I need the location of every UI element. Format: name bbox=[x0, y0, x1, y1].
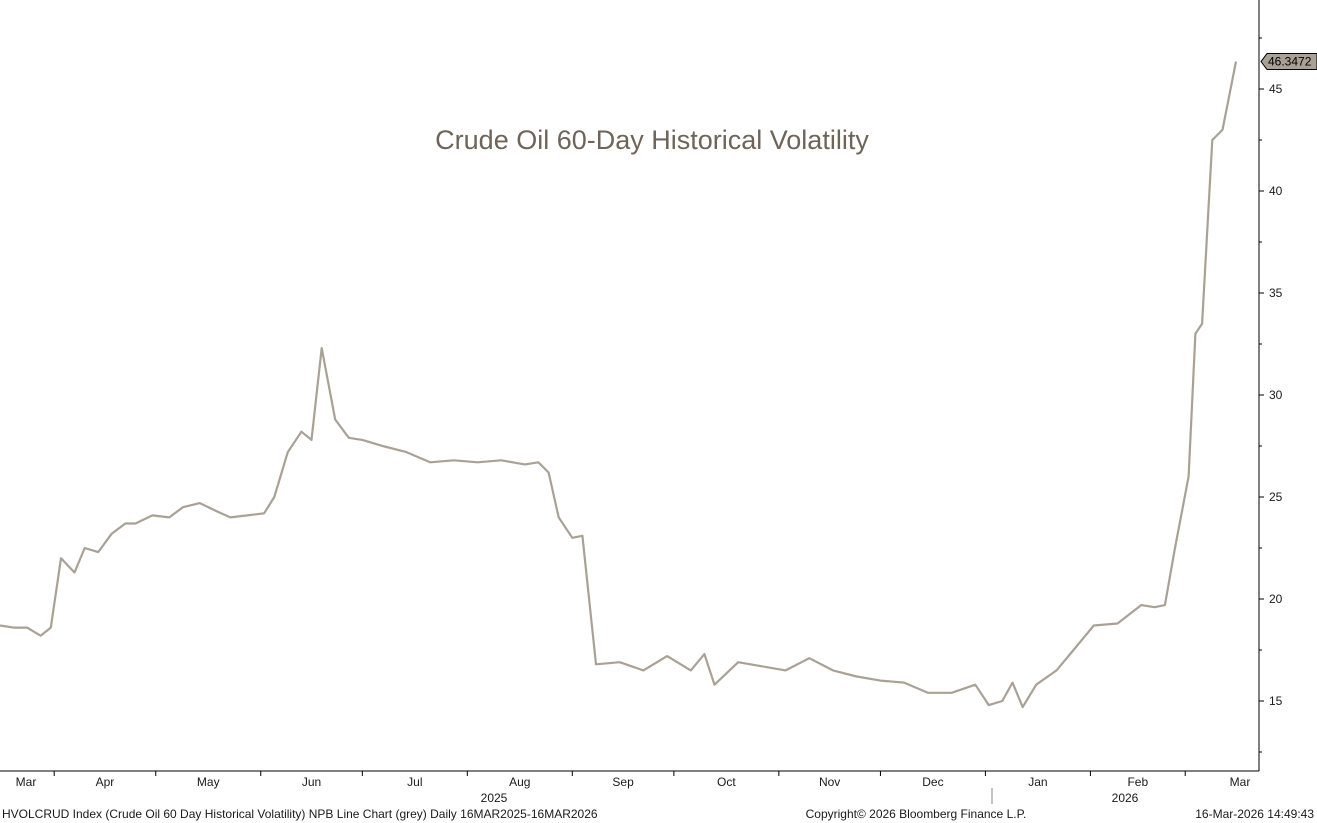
x-tick-label-7: Oct bbox=[717, 775, 736, 789]
last-value-flag-shape bbox=[1260, 53, 1317, 71]
x-tick-label-0: Mar bbox=[16, 775, 37, 789]
y-tick-label-35: 35 bbox=[1269, 286, 1283, 300]
footer-description: HVOLCRUD Index (Crude Oil 60 Day Histori… bbox=[2, 807, 598, 821]
last-value-label: 46.3472 bbox=[1268, 55, 1312, 69]
y-axis: 15 20 25 30 35 40 45 bbox=[1258, 0, 1283, 771]
y-tick-label-20: 20 bbox=[1269, 592, 1283, 606]
y-tick-label-25: 25 bbox=[1269, 490, 1283, 504]
y-tick-label-40: 40 bbox=[1269, 184, 1283, 198]
y-tick-label-45: 45 bbox=[1269, 82, 1283, 96]
series-layer bbox=[0, 61, 1238, 709]
series-line bbox=[0, 61, 1238, 709]
last-value-flag: 46.3472 bbox=[1260, 53, 1317, 71]
chart-title: Crude Oil 60-Day Historical Volatility bbox=[435, 125, 869, 155]
y-tick-label-30: 30 bbox=[1269, 388, 1283, 402]
footer-copyright: Copyright© 2026 Bloomberg Finance L.P. bbox=[806, 807, 1027, 821]
footer-timestamp: 16-Mar-2026 14:49:43 bbox=[1195, 807, 1314, 821]
x-axis: Mar Apr May Jun Jul Aug Sep Oct Nov Dec Jan Feb Mar 2… bbox=[0, 770, 1259, 805]
year-label-2026: 2026 bbox=[1112, 791, 1139, 805]
y-tick-label-15: 15 bbox=[1269, 694, 1283, 708]
x-tick-label-3: Jun bbox=[302, 775, 321, 789]
x-tick-label-1: Apr bbox=[96, 775, 115, 789]
x-tick-label-6: Sep bbox=[612, 775, 634, 789]
x-tick-label-11: Feb bbox=[1127, 775, 1148, 789]
x-tick-label-9: Dec bbox=[922, 775, 943, 789]
x-tick-label-10: Jan bbox=[1028, 775, 1047, 789]
year-label-2025: 2025 bbox=[481, 791, 508, 805]
x-tick-label-5: Aug bbox=[509, 775, 530, 789]
x-tick-label-12: Mar bbox=[1230, 775, 1251, 789]
x-tick-label-8: Nov bbox=[819, 775, 840, 789]
x-tick-label-2: May bbox=[197, 775, 220, 789]
x-tick-label-4: Jul bbox=[407, 775, 422, 789]
